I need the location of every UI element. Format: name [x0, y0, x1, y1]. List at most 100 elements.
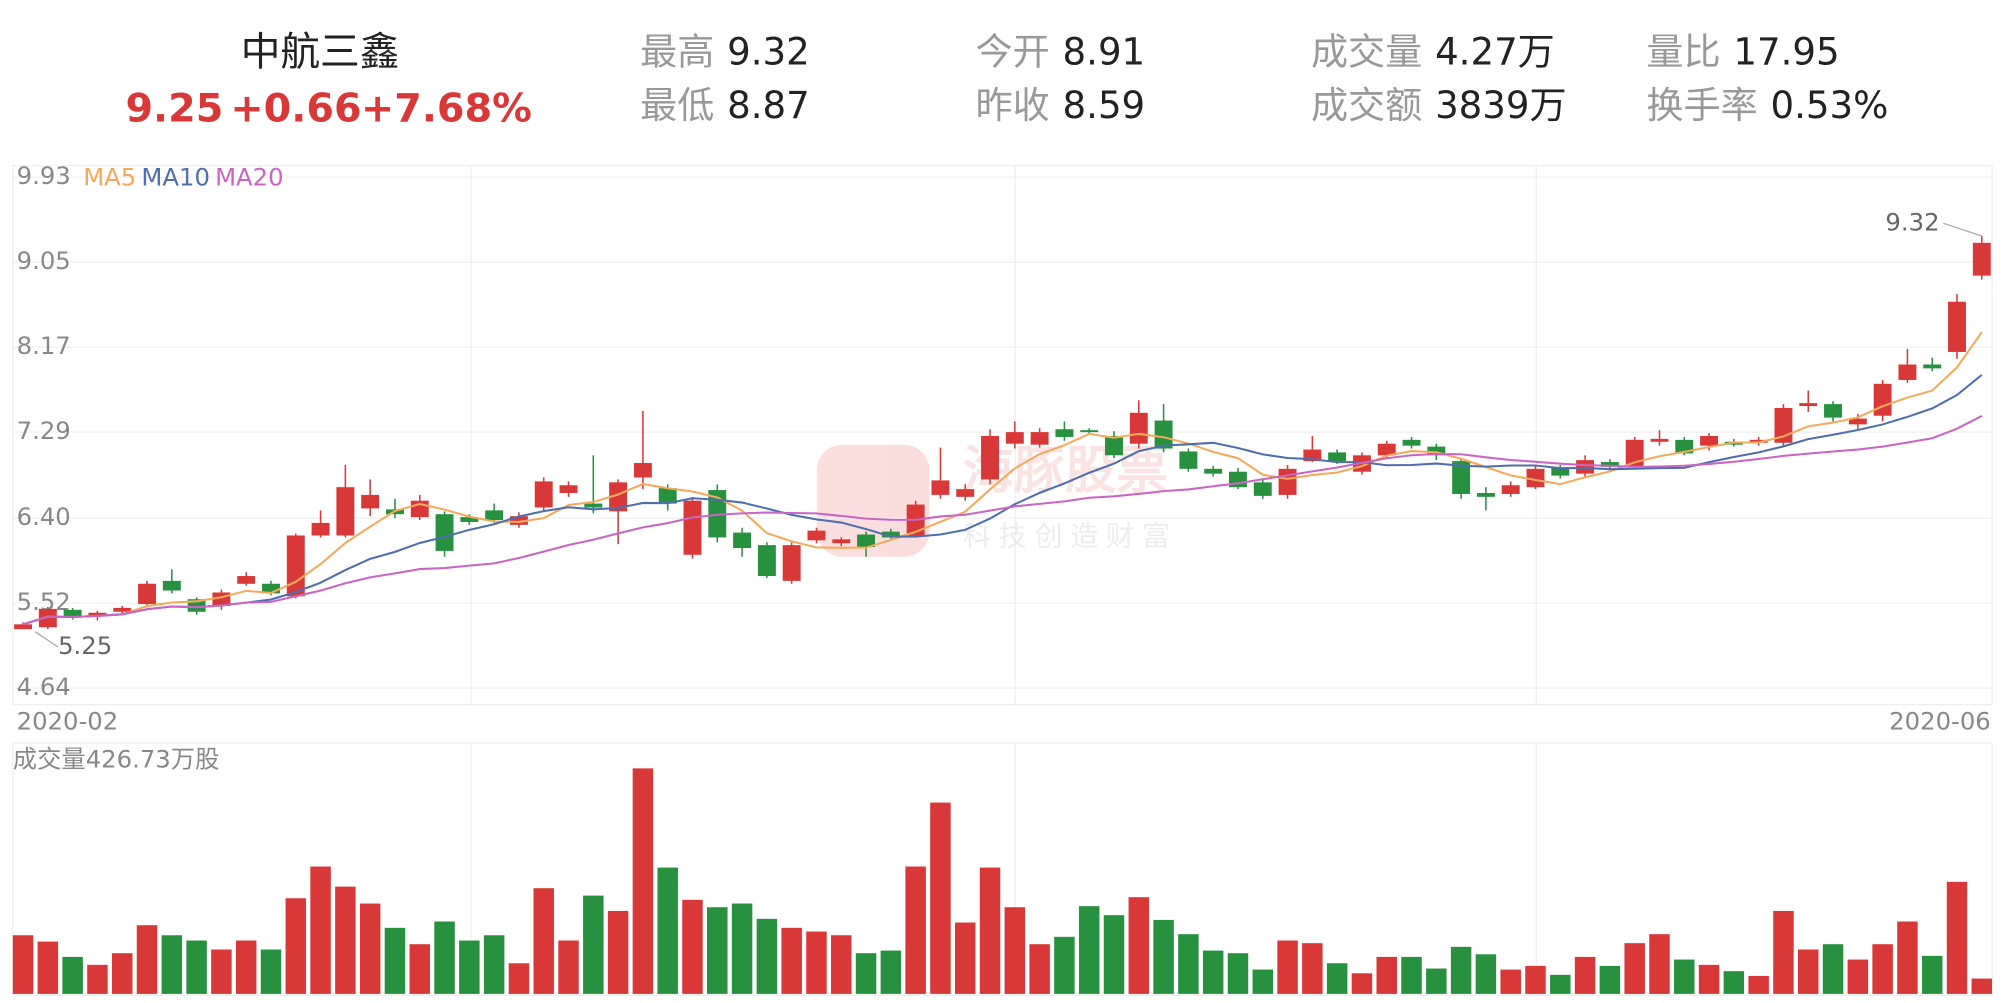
volume-bar [1649, 934, 1670, 994]
volume-label: 成交量426.73万股 [13, 745, 220, 774]
volume-bar [1624, 943, 1645, 994]
volume-bar [1574, 956, 1596, 994]
volume-bar [831, 935, 852, 994]
volume-bar [1054, 936, 1075, 994]
volume-bar [905, 866, 926, 994]
legend-entry: MA20 [215, 162, 284, 191]
volume-bar [1450, 946, 1472, 994]
stat: 昨收 8.59 [976, 84, 1146, 127]
volume-bar [1376, 956, 1397, 994]
candle-body [1278, 468, 1297, 495]
candle-body [534, 481, 553, 508]
candle-body [1476, 492, 1495, 497]
stat: 换手率 0.53% [1646, 84, 1888, 127]
annotation-leader [34, 631, 59, 648]
candle-body [138, 583, 156, 605]
volume-bar [781, 927, 802, 994]
volume-bar [310, 866, 331, 994]
candle-body [1303, 449, 1322, 462]
candle-body [237, 576, 256, 584]
x-tick-label: 2020-02 [17, 707, 119, 736]
candle-body [931, 480, 950, 495]
y-tick-label: 8.17 [17, 331, 71, 360]
watermark-logo [816, 444, 930, 557]
candle-body [1402, 439, 1421, 446]
volume-bar [1078, 906, 1100, 994]
candle-body [708, 490, 727, 538]
candle-body [1377, 443, 1396, 456]
stat-label: 量比 [1646, 30, 1720, 73]
volume-bar [1822, 944, 1844, 994]
candle-body [584, 503, 603, 508]
volume-bar [1723, 971, 1745, 994]
volume-bar [1550, 974, 1571, 994]
candle-body [881, 531, 900, 538]
volume-bar [1599, 965, 1621, 994]
volume-bar [1302, 943, 1323, 994]
volume-bar [260, 949, 282, 994]
candle-body [1105, 435, 1123, 456]
price-frame [12, 165, 1993, 706]
volume-bar [62, 956, 83, 994]
volume-bar [1401, 956, 1422, 994]
volume-bar [731, 903, 753, 994]
candle-body [981, 435, 999, 480]
candle-body [609, 482, 628, 512]
candle-body [1576, 460, 1595, 474]
stat-label: 换手率 [1646, 84, 1757, 127]
stat-value: 3839万 [1435, 84, 1567, 127]
volume-bar [707, 907, 728, 994]
candle-body [757, 545, 776, 577]
candle-body [1873, 383, 1892, 416]
stat-value: 9.32 [727, 30, 810, 73]
ma-line [22, 374, 1983, 626]
stat-label: 成交量 [1311, 30, 1422, 73]
candle-body [633, 463, 652, 478]
legend-entry: MA5 [83, 162, 136, 191]
candle-body [1650, 438, 1669, 442]
candle-body [113, 607, 132, 612]
stat: 成交额 3839万 [1311, 84, 1567, 127]
candle-body [14, 624, 33, 630]
candle-body [1030, 432, 1049, 445]
volume-bar [1202, 950, 1224, 994]
volume-bar [459, 940, 480, 994]
stat-value: 8.59 [1063, 84, 1146, 127]
volume-bar [186, 940, 207, 994]
volume-bar [954, 922, 976, 994]
stat: 量比 17.95 [1646, 30, 1839, 73]
candle-body [460, 517, 479, 522]
legend-entry: MA10 [141, 162, 210, 191]
candle-body [857, 534, 876, 548]
volume-bar [1426, 968, 1447, 994]
candle-body [1005, 432, 1024, 444]
stat-value: 0.53% [1771, 84, 1889, 127]
stat-label: 昨收 [976, 84, 1050, 127]
volume-bar [508, 963, 530, 994]
candle-body [683, 500, 702, 555]
annotation: 9.32 [1885, 207, 1939, 236]
candle-body [807, 530, 826, 541]
volume-bar [87, 964, 108, 994]
volume-bar [1326, 963, 1348, 994]
volume-bar [359, 903, 381, 994]
y-tick-label: 9.05 [17, 246, 71, 275]
volume-bar [1500, 969, 1521, 994]
volume-bar [1103, 915, 1125, 994]
volume-bar [930, 802, 951, 994]
y-tick-label: 9.93 [17, 161, 71, 190]
volume-bar [632, 768, 654, 994]
stat-label: 最高 [640, 30, 714, 73]
stat-label: 最低 [640, 84, 714, 127]
candle-body [1179, 451, 1198, 469]
price: 9.25 [125, 85, 223, 131]
volume-bar [756, 918, 778, 994]
volume-bar [483, 935, 505, 994]
volume-bar [1004, 907, 1026, 994]
watermark: 海豚股票 科技创造财富 [816, 442, 1170, 557]
candle-body [1898, 364, 1917, 380]
annotation: 5.25 [58, 631, 112, 660]
volume-bar [285, 898, 307, 994]
volume-bar [1128, 897, 1150, 994]
